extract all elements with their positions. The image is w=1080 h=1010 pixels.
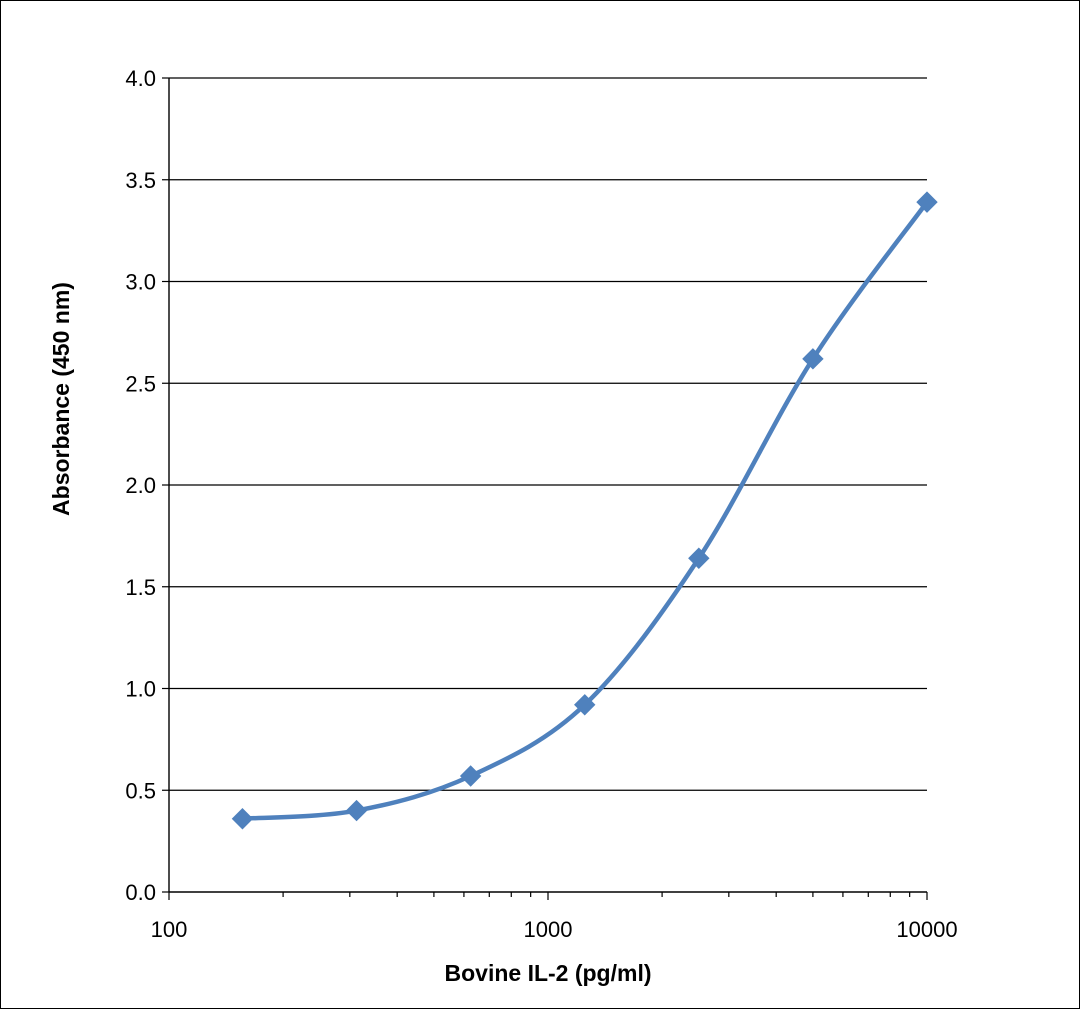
axes bbox=[162, 77, 928, 900]
x-tick-labels: 100 1000 10000 bbox=[151, 917, 958, 942]
y-tick-label: 0.5 bbox=[125, 778, 156, 803]
data-point-marker bbox=[459, 765, 482, 787]
y-tick-label: 4.0 bbox=[125, 66, 156, 91]
y-tick-labels: 0.0 0.5 1.0 1.5 2.0 2.5 3.0 3.5 4.0 bbox=[125, 66, 156, 905]
y-tick-label: 0.0 bbox=[125, 880, 156, 905]
x-axis-title: Bovine IL-2 (pg/ml) bbox=[445, 960, 652, 986]
y-tick-label: 1.0 bbox=[125, 677, 156, 702]
data-series bbox=[231, 191, 938, 830]
x-tick-label: 1000 bbox=[524, 917, 573, 942]
y-tick-label: 3.5 bbox=[125, 168, 156, 193]
data-point-marker bbox=[231, 808, 254, 830]
series-line bbox=[240, 199, 930, 821]
y-tick-label: 1.5 bbox=[125, 575, 156, 600]
x-tick-label: 100 bbox=[151, 917, 188, 942]
data-point-marker bbox=[916, 191, 938, 213]
y-tick-label: 3.0 bbox=[125, 270, 156, 295]
data-point-marker bbox=[802, 348, 824, 370]
x-tick-label: 10000 bbox=[896, 917, 957, 942]
grid-lines bbox=[169, 77, 927, 791]
y-tick-label: 2.5 bbox=[125, 371, 156, 396]
data-point-marker bbox=[574, 694, 596, 716]
data-point-marker bbox=[345, 799, 368, 822]
y-tick-label: 2.0 bbox=[125, 473, 156, 498]
data-point-marker bbox=[688, 547, 710, 569]
y-axis-title: Absorbance (450 nm) bbox=[48, 282, 74, 516]
